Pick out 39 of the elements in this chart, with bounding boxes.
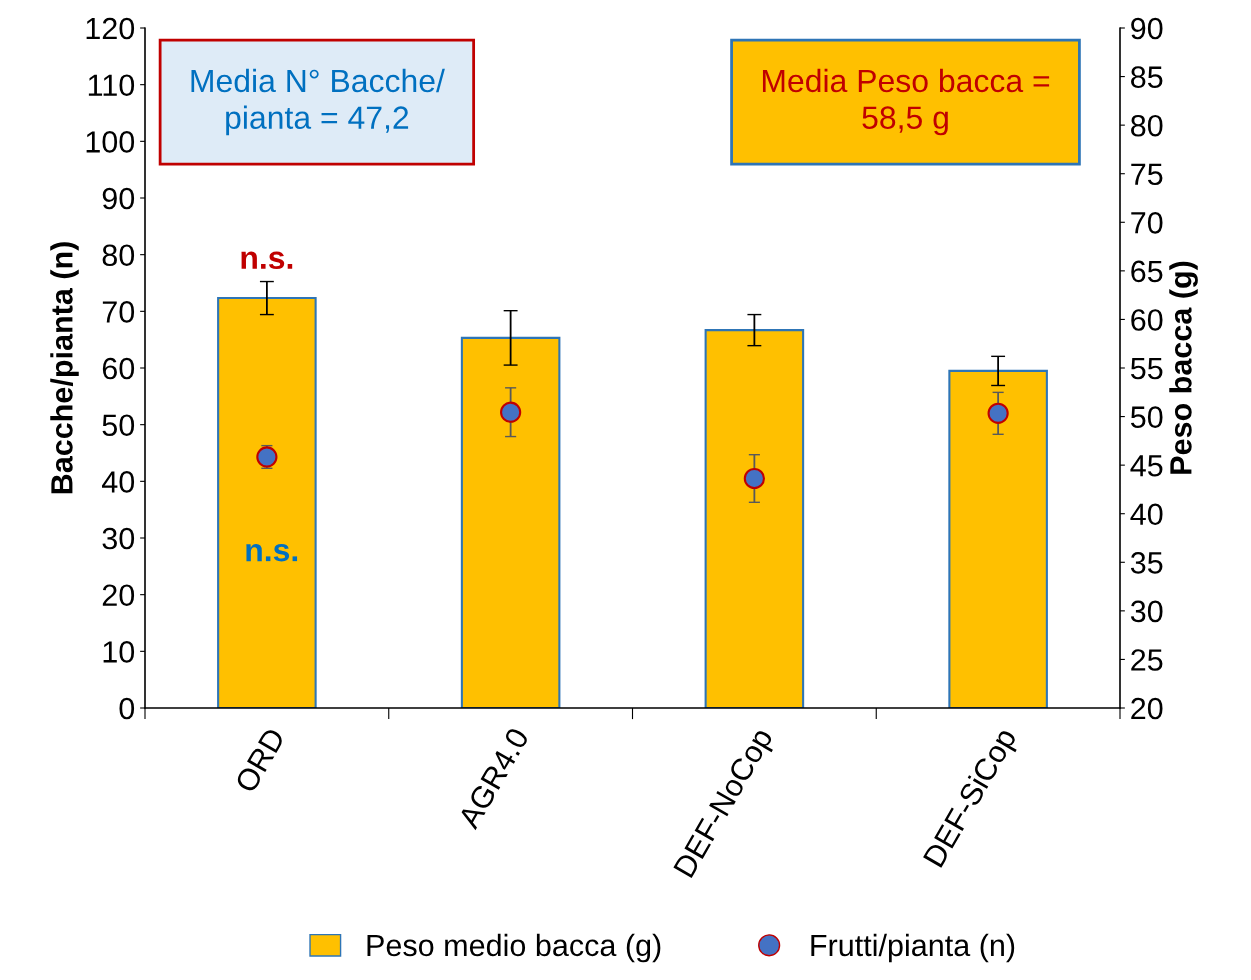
y2-tick-label: 80 (1131, 114, 1163, 137)
y2-tick-label: 25 (1131, 649, 1163, 671)
y2-tick-label: 85 (1131, 66, 1163, 88)
y-tick-label: 90 (102, 187, 135, 210)
annotation: Media Peso bacca = 58,5 g (762, 68, 1050, 136)
y-tick-label: 100 (86, 131, 135, 153)
y-tick-label: 30 (102, 527, 135, 550)
y-axis-title: Bacche/pianta (n) (50, 242, 79, 494)
y-tick-label: 0 (119, 697, 135, 720)
y-tick-label: 80 (102, 244, 135, 267)
legend-label: Frutti/pianta (n) (811, 933, 1015, 963)
y2-tick-label: 60 (1131, 309, 1163, 331)
point (743, 467, 765, 490)
y2-tick-label: 65 (1131, 260, 1163, 283)
y2-tick-label: 30 (1130, 600, 1163, 623)
legend-label: Peso medio bacca (g) (367, 933, 661, 963)
y-tick-label: 40 (102, 471, 135, 493)
y-tick-label: 70 (102, 301, 135, 323)
y2-axis-title: Peso bacca (g) (1169, 261, 1198, 474)
y2-tick-label: 35 (1130, 552, 1163, 574)
y2-tick-label: 40 (1130, 503, 1163, 526)
point (500, 401, 522, 423)
y2-tick-label: 75 (1131, 163, 1163, 186)
y-tick-label: 50 (102, 414, 135, 437)
annotation: n.s. (241, 251, 293, 270)
annotation: Media N° Bacche/ pianta = 47,2 (191, 68, 445, 136)
y2-tick-label: 45 (1130, 455, 1163, 477)
y2-tick-label: 70 (1131, 212, 1163, 234)
y-tick-label: 60 (102, 357, 135, 380)
annotation: n.s. (246, 543, 298, 562)
y-tick-label: 120 (86, 17, 135, 40)
y2-tick-label: 20 (1131, 697, 1163, 720)
y2-tick-label: 50 (1130, 406, 1163, 428)
y-tick-label: 110 (88, 74, 135, 97)
y-tick-label: 10 (103, 641, 135, 663)
y2-tick-label: 55 (1130, 358, 1163, 380)
y2-tick-label: 90 (1131, 17, 1163, 40)
point (987, 402, 1009, 424)
y-tick-label: 20 (102, 584, 135, 607)
